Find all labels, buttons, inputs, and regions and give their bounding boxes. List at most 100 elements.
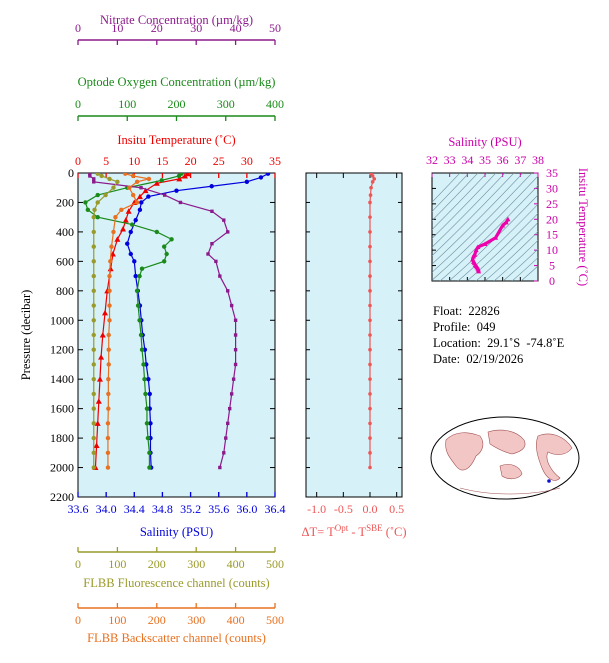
salinity-tick-label: 33.6 bbox=[68, 502, 89, 516]
oxygen-point bbox=[147, 465, 152, 470]
fluorescence-point bbox=[91, 435, 96, 441]
delta-t-point bbox=[372, 177, 377, 181]
oxygen-tick-label: 200 bbox=[168, 97, 186, 111]
nitrate-tick-label: 10 bbox=[111, 21, 123, 35]
fluorescence-point bbox=[111, 185, 116, 190]
backscatter-point bbox=[130, 192, 136, 198]
oxygen-point bbox=[139, 347, 145, 352]
salinity-point bbox=[148, 421, 153, 426]
nitrate-point bbox=[233, 362, 238, 367]
oxygen-tick-label: 300 bbox=[217, 97, 235, 111]
backscatter-point bbox=[127, 185, 132, 190]
ts-x-axis-title: Salinity (PSU) bbox=[448, 135, 521, 149]
oxygen-point bbox=[135, 303, 141, 308]
delta-t-point bbox=[368, 392, 372, 396]
delta-t-point bbox=[368, 451, 372, 455]
nitrate-tick-label: 30 bbox=[190, 21, 202, 35]
backscatter-tick-label: 200 bbox=[148, 613, 166, 627]
nitrate-point bbox=[92, 180, 96, 184]
delta-t-point bbox=[368, 259, 372, 264]
salinity-tick-label: 36.0 bbox=[236, 502, 257, 516]
backscatter-point bbox=[106, 362, 111, 367]
temperature-point bbox=[94, 420, 101, 426]
delta-t-point bbox=[368, 318, 372, 323]
fluorescence-point bbox=[92, 207, 97, 213]
fluorescence-point bbox=[95, 200, 100, 205]
density-contour bbox=[432, 175, 538, 281]
temperature-point bbox=[98, 354, 105, 360]
nitrate-point bbox=[231, 377, 236, 381]
fluorescence-axis-title: FLBB Fluorescence channel (counts) bbox=[83, 576, 269, 590]
ts-ytick-label: 10 bbox=[546, 243, 558, 257]
pressure-tick-label: 1800 bbox=[50, 431, 74, 445]
pressure-tick-label: 200 bbox=[56, 195, 74, 209]
nitrate-point bbox=[206, 252, 210, 256]
nitrate-point bbox=[226, 230, 230, 234]
nitrate-point bbox=[88, 174, 92, 178]
delta-t-point bbox=[368, 230, 372, 234]
backscatter-tick-label: 400 bbox=[227, 613, 245, 627]
nitrate-point bbox=[162, 193, 167, 197]
fluorescence-point bbox=[99, 173, 104, 179]
nitrate-point bbox=[233, 318, 238, 322]
oxygen-point bbox=[141, 362, 146, 367]
fluorescence-point bbox=[107, 176, 112, 182]
salinity-tick-label: 34.8 bbox=[152, 502, 173, 516]
oxygen-point bbox=[164, 251, 169, 257]
ts-point bbox=[471, 253, 477, 259]
temperature-tick-label: 10 bbox=[128, 154, 140, 168]
delta-t-tick-label: -1.0 bbox=[307, 502, 326, 516]
ts-point bbox=[493, 235, 499, 240]
oxygen-axis-title: Optode Oxygen Concentration (µm/kg) bbox=[78, 75, 276, 89]
delta-t-point bbox=[368, 244, 372, 249]
fluorescence-tick-label: 300 bbox=[187, 557, 205, 571]
ts-xtick-label: 38 bbox=[532, 153, 544, 167]
oxygen-point bbox=[154, 229, 159, 235]
oxygen-point bbox=[142, 376, 147, 382]
pressure-tick-label: 1400 bbox=[50, 372, 74, 386]
temperature-axis: 0 5 10 15 20 25 30 35 Insitu Temperature (˚C) bbox=[75, 133, 281, 497]
oxygen-tick-label: 0 bbox=[75, 97, 81, 111]
pressure-tick-label: 600 bbox=[56, 254, 74, 268]
backscatter-point bbox=[107, 288, 112, 294]
backscatter-point bbox=[105, 450, 111, 456]
fluorescence-point bbox=[91, 391, 96, 397]
pressure-tick-label: 800 bbox=[56, 284, 74, 298]
temperature-tick-label: 30 bbox=[241, 154, 253, 168]
temperature-point bbox=[96, 376, 103, 382]
density-contour bbox=[520, 265, 538, 281]
fluorescence-point bbox=[91, 421, 96, 426]
temperature-point bbox=[102, 309, 109, 316]
fluorescence-tick-label: 400 bbox=[227, 557, 245, 571]
delta-t-point bbox=[368, 377, 372, 381]
oxygen-point bbox=[144, 421, 150, 426]
pressure-tick-label: 1200 bbox=[50, 343, 74, 357]
backscatter-point bbox=[107, 318, 112, 323]
backscatter-point bbox=[134, 179, 140, 185]
temperature-profile-line bbox=[94, 173, 189, 468]
delta-t-tick-label: 0.5 bbox=[389, 502, 404, 516]
delta-t-point bbox=[368, 193, 373, 197]
oxygen-point bbox=[134, 288, 140, 294]
salinity-axis-title: Salinity (PSU) bbox=[140, 525, 213, 539]
nitrate-point bbox=[222, 218, 226, 222]
temperature-tick-label: 35 bbox=[269, 154, 281, 168]
ts-point bbox=[476, 268, 482, 274]
oxygen-point bbox=[147, 450, 152, 456]
fluorescence-point bbox=[91, 347, 96, 352]
salinity-point bbox=[137, 207, 143, 213]
delta-t-point bbox=[368, 303, 372, 308]
nitrate-point bbox=[178, 200, 183, 205]
nitrate-point bbox=[227, 406, 232, 411]
oxygen-point bbox=[161, 259, 167, 264]
pressure-tick-label: 2200 bbox=[50, 490, 74, 504]
salinity-point bbox=[133, 273, 138, 279]
fluorescence-axis: 0 100 200 300 400 500 FLBB Fluorescence channe… bbox=[75, 547, 284, 590]
density-contour bbox=[432, 173, 506, 248]
backscatter-point bbox=[134, 200, 140, 205]
backscatter-point bbox=[130, 173, 136, 179]
backscatter-point bbox=[106, 391, 111, 397]
temperature-point bbox=[153, 180, 160, 186]
pressure-tick-label: 0 bbox=[68, 166, 74, 180]
oxygen-point bbox=[169, 237, 174, 242]
